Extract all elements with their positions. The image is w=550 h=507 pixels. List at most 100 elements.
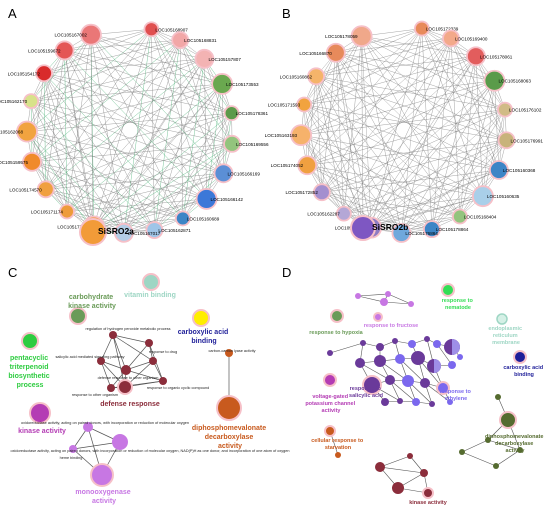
panel-b-gene-label: LOC105174052 (271, 163, 304, 168)
panel-b-gene-node (489, 160, 509, 180)
panel-d-label-diphosphomevalonate: diphosphomevalonate decarboxylase activi… (485, 434, 545, 454)
panel-d-label-carboxylic-acid-line: binding (514, 372, 534, 378)
panel-a-edge (45, 189, 183, 219)
panel-a-edge (93, 198, 207, 227)
panel-d-node-kinase-activity (422, 487, 434, 499)
panel-c-letter: C (8, 265, 17, 280)
panel-a-gene-label: LOC105173553 (226, 82, 259, 87)
panel-b-edge (343, 38, 452, 214)
panel-c-label-diphosphomevalonate: diphosphomevalonate decarboxylase activi… (192, 425, 268, 450)
panel-b-edge (371, 109, 506, 228)
panel-a-gene-node (213, 163, 234, 184)
panel-b-edge (362, 195, 483, 229)
panel-a-edge (31, 161, 183, 219)
panel-b-gene-node (422, 220, 441, 239)
panel-b-gene-label: LOC105172339 (426, 27, 459, 32)
panel-a-edge (26, 131, 94, 227)
panel-d-label-nematode: response to nematode (442, 298, 475, 311)
panel-a-gene-node (174, 210, 191, 227)
panel-b-gene-label: LOC105176864 (405, 231, 438, 236)
panel-a-edge (31, 161, 94, 233)
panel-b-edges (300, 28, 507, 234)
panel-b-edge (482, 80, 495, 197)
panel-a-edge (154, 40, 181, 231)
panel-b-edge (361, 35, 495, 81)
panel-a-edge (64, 39, 181, 51)
panel-c-label-kinase-activity: kinase activity (18, 428, 66, 435)
panel-a-edge (26, 131, 125, 233)
panel-b-gene-node (472, 185, 494, 208)
panel-a-edge (43, 73, 125, 233)
panel-d: D (282, 265, 545, 506)
panel-a-edge (93, 218, 183, 227)
panel-a-gene-label: LOC105167002 (54, 33, 87, 38)
panel-a-gene-label: LOC105166169 (227, 171, 260, 176)
panel-a-edge (43, 73, 224, 174)
panel-d-label-er-membrane-line: endoplasmic (488, 326, 522, 332)
panel-b-gene-node (335, 205, 352, 222)
panel-b-gene-node (350, 25, 373, 48)
panel-a-gene-label: LOC105157807 (208, 57, 241, 62)
panel-d-node-term (408, 340, 416, 348)
panel-c-node-term (83, 422, 93, 432)
panel-d-label-hypoxia: response to hypoxia (309, 330, 363, 336)
panel-a-gene-label: LOC105166142 (211, 197, 244, 202)
panel-b-edge (316, 56, 476, 77)
panel-a-edges (26, 29, 233, 234)
panel-c-node-term (159, 377, 167, 385)
panel-b-gene-node (451, 208, 468, 225)
panel-a-gene-node (35, 64, 53, 83)
panel-b-edge (335, 52, 506, 110)
panel-b-edge (321, 191, 402, 234)
panel-b-edge (301, 134, 483, 197)
panel-a-edge (90, 34, 232, 114)
panel-b-edge (321, 191, 432, 230)
panel-d-node-pie-slice (452, 339, 460, 355)
panel-a-edge (26, 50, 65, 132)
panel-d-nodes (323, 283, 527, 499)
panel-b-edge (421, 28, 433, 230)
panel-b-gene-label: LOC105178864 (436, 227, 469, 232)
panel-b-edge (335, 52, 507, 141)
panel-b-edge (370, 28, 423, 228)
panel-a-edge (123, 39, 181, 233)
panel-b-edge (431, 56, 477, 230)
panel-b-edge (361, 35, 484, 197)
panel-a-edge (64, 50, 155, 231)
panel-a-edge (43, 73, 68, 212)
panel-b-gene-node (391, 223, 412, 243)
panel-b-edge (450, 38, 507, 141)
panel-c-nodes (21, 273, 242, 487)
panel-b-edge (304, 104, 499, 171)
panel-b-gene-label: LOC105178061 (480, 54, 513, 59)
panel-b: B LOC105172339LOC105169400LOC105178061LO… (265, 6, 543, 243)
panel-d-node-term (411, 351, 425, 365)
panel-a-edge (26, 29, 152, 132)
panel-c-label-vitamin-binding: vitamin binding (124, 292, 176, 299)
panel-c-node-kinase-activity (29, 402, 51, 424)
panel-b-edge (459, 140, 507, 217)
panel-b-edge (482, 109, 506, 197)
panel-b-edge (300, 28, 423, 136)
panel-d-label-potassium: voltage-gated potassium channel activity (305, 394, 356, 414)
panel-b-edge (307, 80, 495, 166)
panel-d-node-term (385, 291, 391, 297)
panel-a-hub-node (79, 218, 107, 246)
panel-a-edge (66, 34, 92, 212)
panel-b-edge (371, 80, 495, 228)
panel-a-edge (93, 83, 223, 227)
panel-b-gene-label: LOC105178059 (325, 34, 358, 39)
panel-c-group-labels: carbohydrate kinase activity vitamin bin… (8, 292, 268, 505)
panel-b-edge (301, 109, 505, 136)
panel-a-edge (31, 83, 223, 163)
panel-a-edge (64, 50, 233, 145)
panel-d-node-nematode (441, 283, 455, 297)
panel-b-edge (307, 165, 364, 229)
panel-a-edge (123, 29, 152, 233)
panel-b-edge (362, 169, 500, 229)
panel-c-term-label: response to organic cyclic compound (147, 386, 209, 390)
panel-c-label-pentacyclic-line: process (17, 382, 44, 389)
panel-b-edge (343, 169, 499, 214)
panel-b-gene-label: LOC105172852 (285, 190, 318, 195)
panel-a-edge (45, 112, 232, 190)
